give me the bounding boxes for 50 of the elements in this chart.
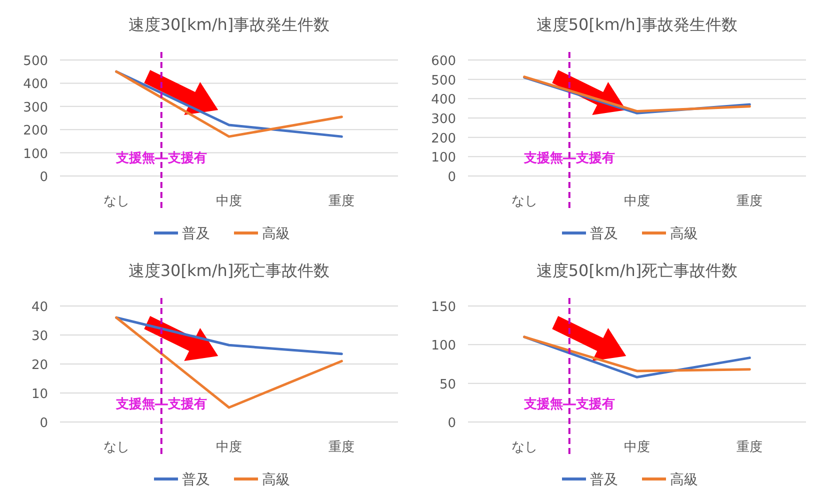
annotation: 支援無―支援有 <box>522 397 615 412</box>
legend-label: 高級 <box>670 226 698 242</box>
x-tick-label: 中度 <box>216 193 242 209</box>
x-tick-label: なし <box>103 194 130 209</box>
y-tick-label: 500 <box>23 54 48 69</box>
x-tick-label: 中度 <box>624 439 650 455</box>
y-tick-label: 100 <box>23 146 48 162</box>
legend-label: 高級 <box>262 472 290 488</box>
legend-label: 普及 <box>590 471 618 488</box>
y-tick-label: 0 <box>40 170 48 185</box>
y-tick-label: 50 <box>439 377 456 392</box>
y-tick-label: 30 <box>31 329 48 344</box>
chart-title: 速度30[km/h]死亡事故件数 <box>128 261 330 280</box>
x-tick-label: なし <box>511 440 538 455</box>
y-tick-label: 300 <box>431 112 456 127</box>
annotation: 支援無―支援有 <box>522 151 615 166</box>
legend-label: 普及 <box>182 225 210 242</box>
y-tick-label: 40 <box>31 300 48 315</box>
annotation: 支援無―支援有 <box>114 397 207 412</box>
y-tick-label: 200 <box>431 131 456 146</box>
x-tick-label: 重度 <box>736 439 763 455</box>
y-tick-label: 300 <box>23 100 48 116</box>
x-tick-label: 重度 <box>328 439 355 455</box>
x-tick-label: 中度 <box>216 439 242 455</box>
y-tick-label: 500 <box>431 73 456 88</box>
annotation: 支援無―支援有 <box>114 151 207 166</box>
y-tick-label: 150 <box>431 300 456 315</box>
y-tick-label: 400 <box>23 77 48 92</box>
legend-label: 高級 <box>670 472 698 488</box>
legend-label: 高級 <box>262 226 290 242</box>
legend-label: 普及 <box>182 471 210 488</box>
x-tick-label: 重度 <box>736 193 763 209</box>
x-tick-label: 中度 <box>624 193 650 209</box>
x-tick-label: なし <box>103 440 130 455</box>
y-tick-label: 0 <box>40 416 48 431</box>
y-tick-label: 0 <box>448 170 456 185</box>
y-tick-label: 600 <box>431 54 456 69</box>
legend-label: 普及 <box>590 225 618 242</box>
y-tick-label: 100 <box>431 150 456 166</box>
chart-title: 速度30[km/h]事故発生件数 <box>128 15 330 34</box>
y-tick-label: 0 <box>448 416 456 431</box>
y-tick-label: 100 <box>431 338 456 354</box>
y-tick-label: 400 <box>431 92 456 108</box>
chart-title: 速度50[km/h]死亡事故件数 <box>536 261 738 280</box>
x-tick-label: なし <box>511 194 538 209</box>
y-tick-label: 200 <box>23 124 48 139</box>
x-tick-label: 重度 <box>328 193 355 209</box>
chart-title: 速度50[km/h]事故発生件数 <box>536 15 738 34</box>
y-tick-label: 10 <box>31 387 48 402</box>
y-tick-label: 20 <box>31 358 48 373</box>
